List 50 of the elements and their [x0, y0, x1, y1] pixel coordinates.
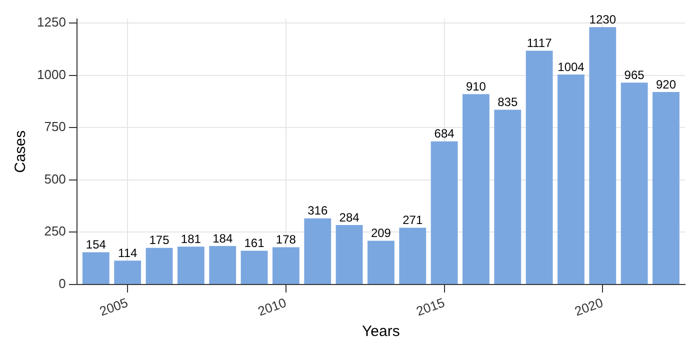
- data-label: 154: [86, 238, 106, 252]
- data-label: 181: [180, 232, 202, 246]
- data-label: 1117: [526, 36, 552, 50]
- bar: [272, 247, 300, 284]
- bar: [114, 260, 142, 284]
- bar: [336, 225, 363, 284]
- x-tick-label: 2010: [256, 294, 288, 319]
- bar: [368, 240, 394, 284]
- data-label: 835: [498, 95, 518, 110]
- bar: [430, 141, 458, 284]
- data-label: 920: [656, 77, 676, 92]
- y-tick-label: 1000: [37, 66, 66, 82]
- bar: [240, 250, 268, 284]
- data-label: 114: [118, 246, 138, 260]
- data-label: 910: [466, 79, 486, 94]
- bar: [82, 252, 110, 284]
- bar: [399, 228, 426, 284]
- bar: [304, 218, 332, 284]
- data-label: 175: [149, 233, 170, 248]
- data-label: 316: [308, 204, 328, 218]
- data-label: 965: [624, 68, 645, 82]
- bar: [526, 50, 553, 284]
- data-label: 209: [370, 226, 392, 240]
- data-label: 284: [339, 210, 360, 224]
- bar: [558, 74, 584, 284]
- x-tick-label: 2005: [98, 294, 130, 319]
- x-tick-label: 2020: [572, 294, 605, 319]
- bar: [209, 246, 236, 284]
- bar: [620, 82, 648, 284]
- y-tick-label: 1250: [37, 14, 66, 30]
- y-tick-label: 0: [58, 276, 66, 292]
- bar: [177, 246, 204, 284]
- data-label: 1004: [558, 60, 585, 74]
- data-label: 161: [244, 236, 265, 250]
- data-label: 184: [212, 231, 233, 246]
- y-tick-label: 750: [44, 119, 66, 134]
- bar: [589, 27, 616, 284]
- data-label: 684: [434, 126, 455, 141]
- bar: [462, 94, 490, 284]
- data-label: 178: [276, 232, 296, 247]
- x-tick-label: 2015: [414, 294, 447, 319]
- y-axis-title: Cases: [12, 130, 30, 173]
- x-axis-title: Years: [362, 323, 400, 340]
- bar: [146, 248, 173, 284]
- y-tick-label: 500: [44, 171, 66, 186]
- y-tick-label: 250: [44, 224, 66, 239]
- bar: [652, 92, 680, 284]
- bar: [494, 110, 522, 284]
- data-label: 271: [402, 213, 423, 228]
- data-label: 1230: [589, 12, 616, 26]
